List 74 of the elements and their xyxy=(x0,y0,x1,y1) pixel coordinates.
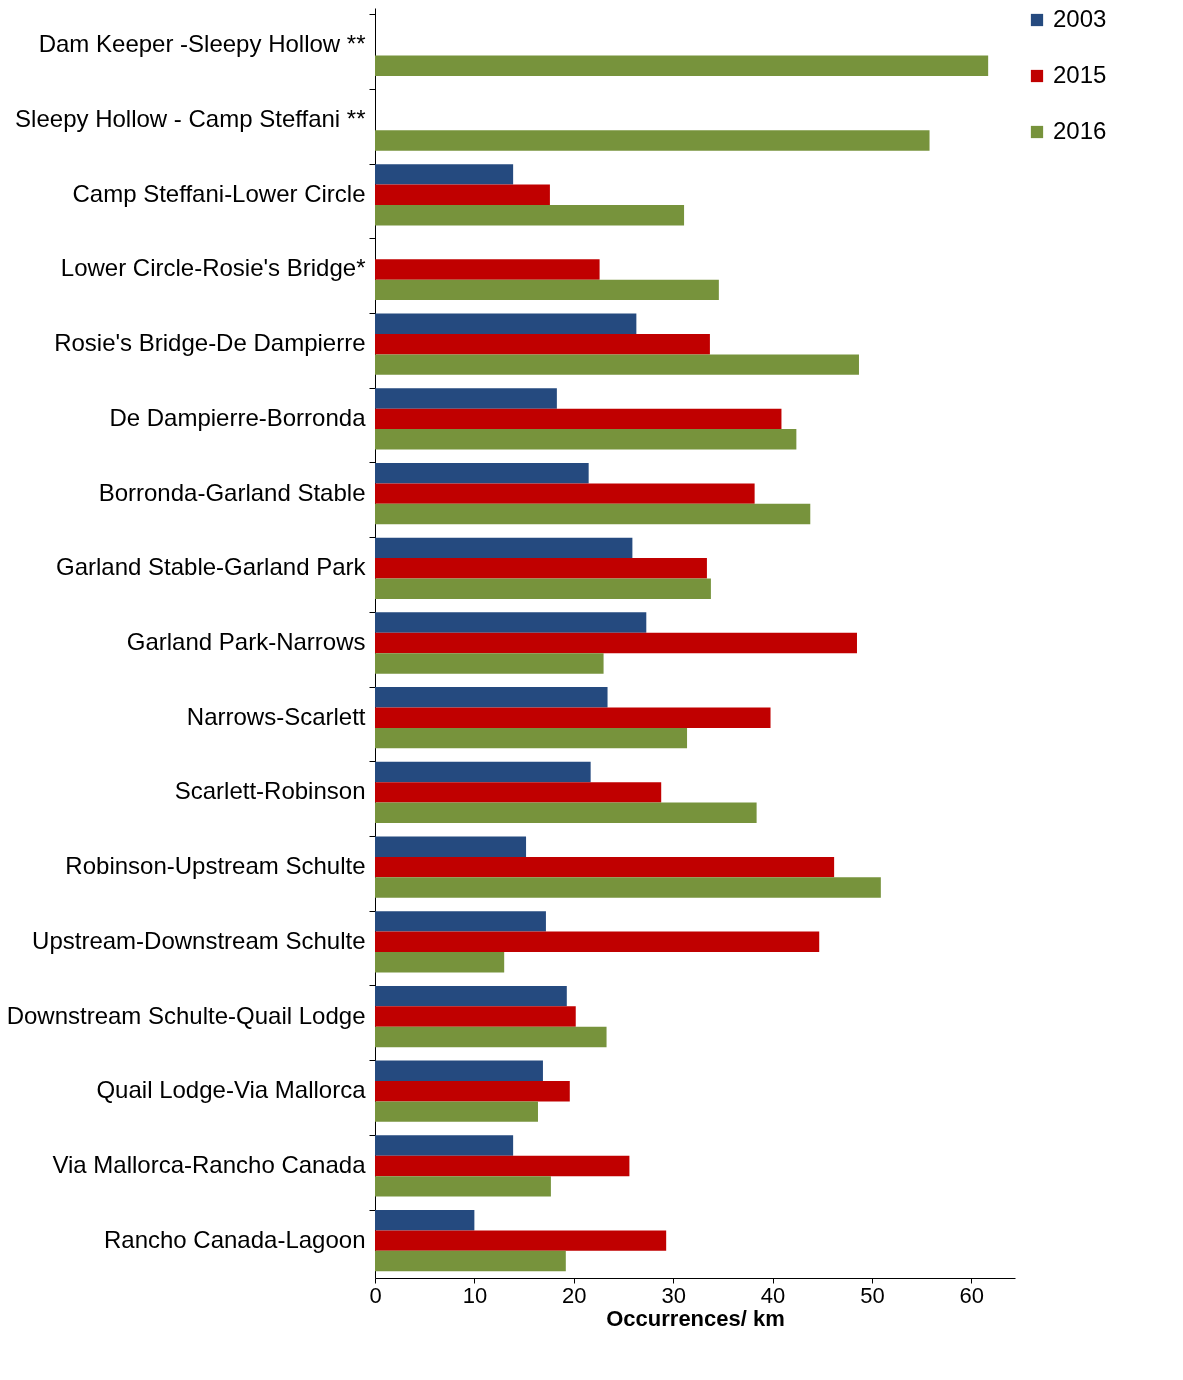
legend-label: 2015 xyxy=(1053,61,1107,88)
bar xyxy=(375,1081,570,1102)
x-tick-label: 30 xyxy=(661,1282,686,1308)
bar xyxy=(375,1135,514,1156)
y-tick-label: Lower Circle-Rosie's Bridge* xyxy=(60,254,366,282)
bar xyxy=(375,354,859,375)
bar xyxy=(375,952,505,973)
bar xyxy=(375,388,557,409)
y-tick-label: Via Mallorca-Rancho Canada xyxy=(52,1150,367,1178)
bar xyxy=(375,537,633,559)
bar xyxy=(375,462,589,484)
x-tick-label: 0 xyxy=(369,1282,382,1308)
bar xyxy=(375,985,567,1007)
y-tick-label: Rosie's Bridge-De Dampierre xyxy=(54,329,366,357)
bar xyxy=(375,333,710,355)
bar xyxy=(375,802,757,824)
bar xyxy=(375,1210,475,1231)
bar xyxy=(375,856,835,878)
bar xyxy=(375,632,857,654)
y-tick-label: Dam Keeper -Sleepy Hollow ** xyxy=(38,30,366,58)
bar xyxy=(375,483,755,504)
x-tick-label: 20 xyxy=(562,1282,587,1308)
y-tick-label: Sleepy Hollow - Camp Steffani ** xyxy=(15,105,366,133)
x-tick-label: 50 xyxy=(860,1282,885,1308)
y-tick-label: Downstream Schulte-Quail Lodge xyxy=(6,1001,366,1029)
x-tick-label: 40 xyxy=(760,1282,786,1308)
x-tick-label: 60 xyxy=(959,1282,985,1308)
bar xyxy=(375,55,989,76)
bar xyxy=(375,558,707,579)
y-tick-label: Camp Steffani-Lower Circle xyxy=(72,179,366,207)
bar xyxy=(375,130,930,151)
bar xyxy=(375,911,546,932)
bar xyxy=(375,1101,538,1122)
y-tick-label: Robinson-Upstream Schulte xyxy=(65,852,366,880)
y-tick-label: Garland Park-Narrows xyxy=(126,628,366,655)
y-tick-label: Rancho Canada-Lagoon xyxy=(103,1225,366,1253)
bar xyxy=(375,1176,551,1197)
y-tick-label: Garland Stable-Garland Park xyxy=(56,553,367,581)
bar xyxy=(375,1155,630,1177)
bar xyxy=(375,707,771,728)
bar xyxy=(375,687,608,708)
bar xyxy=(375,429,797,450)
bar xyxy=(375,184,550,205)
bar xyxy=(375,1060,543,1082)
y-tick-label: Borronda-Garland Stable xyxy=(98,478,366,506)
bar xyxy=(375,1006,576,1027)
bar xyxy=(375,761,591,783)
bar xyxy=(375,1250,566,1272)
bar xyxy=(375,1026,607,1048)
y-tick-label: De Dampierre-Borronda xyxy=(109,403,367,431)
bar xyxy=(375,408,782,430)
bar xyxy=(375,836,527,857)
bar xyxy=(375,503,811,525)
bar xyxy=(375,931,820,953)
bar xyxy=(375,1230,667,1251)
x-axis-title: Occurrences/ km xyxy=(606,1305,785,1331)
legend-label: 2016 xyxy=(1053,117,1107,144)
legend-label: 2003 xyxy=(1053,5,1107,32)
bar xyxy=(375,313,637,334)
bar xyxy=(375,204,685,226)
y-tick-label: Quail Lodge-Via Mallorca xyxy=(96,1076,367,1104)
bar xyxy=(375,578,711,599)
bar xyxy=(375,727,688,749)
y-tick-label: Scarlett-Robinson xyxy=(174,777,366,805)
y-tick-label: Upstream-Downstream Schulte xyxy=(32,926,366,954)
bar xyxy=(375,877,881,898)
bar xyxy=(375,279,719,301)
y-tick-label: Narrows-Scarlett xyxy=(186,702,366,730)
bar xyxy=(375,782,662,803)
bar xyxy=(375,653,604,674)
x-tick-label: 10 xyxy=(462,1282,488,1308)
bar xyxy=(375,612,647,633)
bar xyxy=(375,164,514,185)
bar xyxy=(375,259,600,280)
